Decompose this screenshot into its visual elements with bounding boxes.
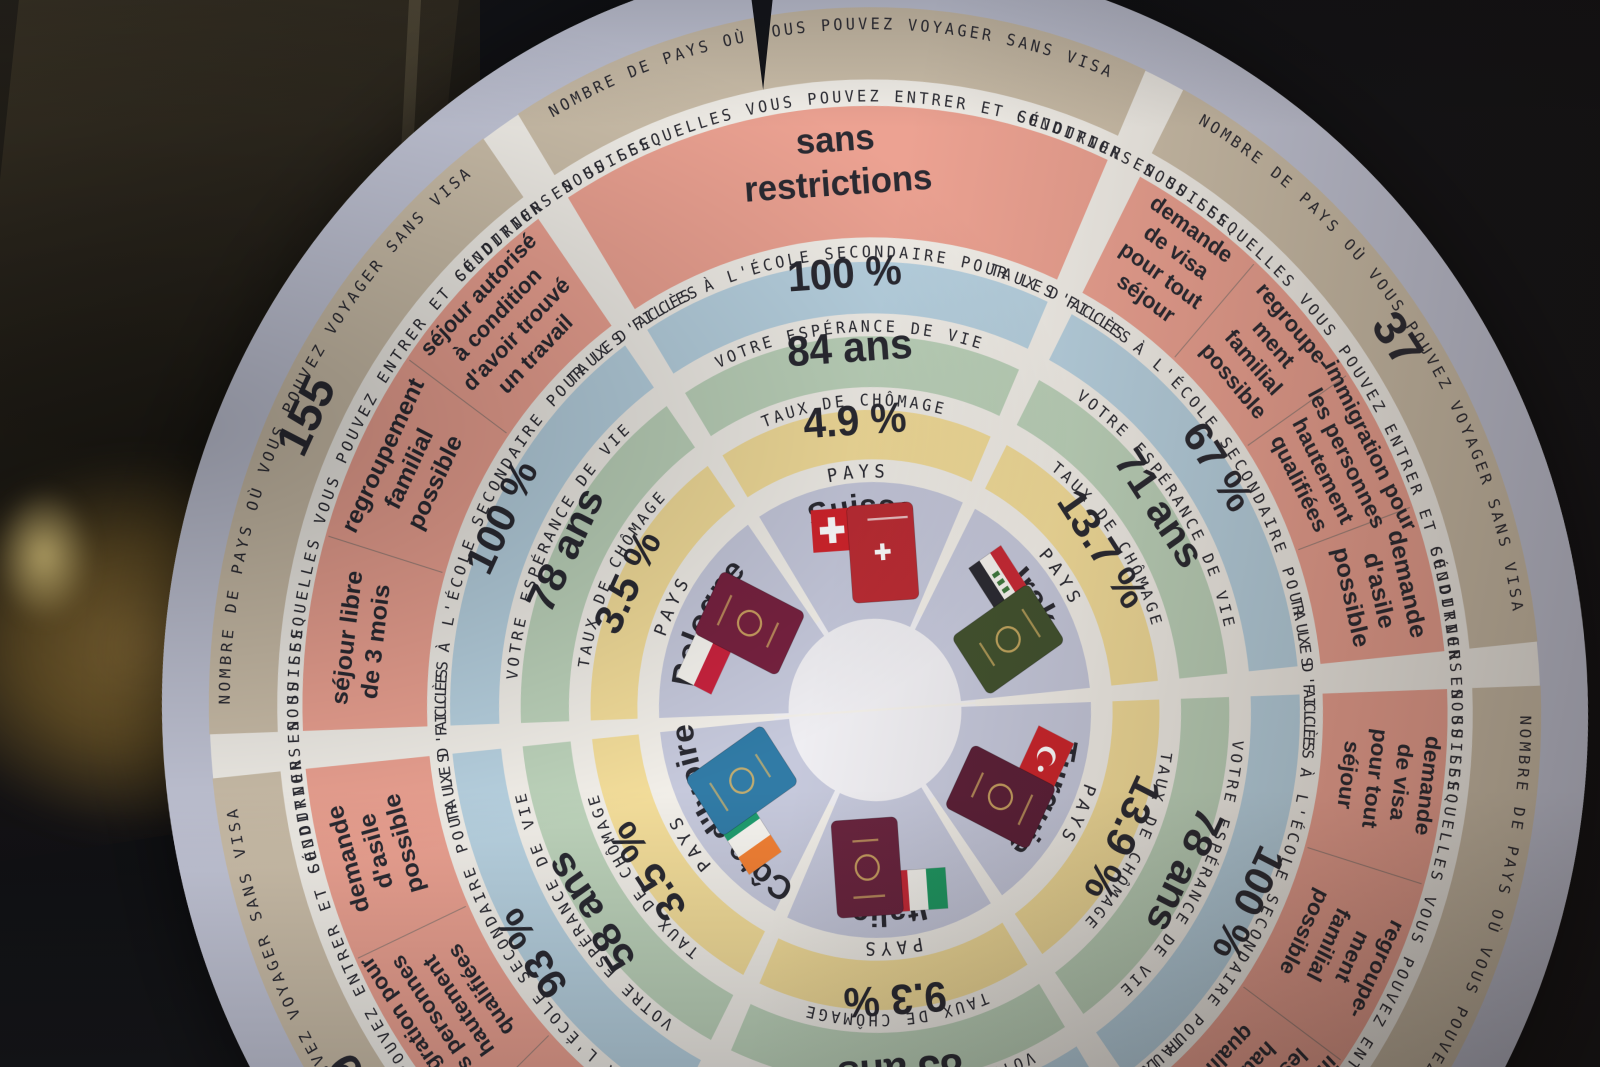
ring-conditions-segment (305, 756, 668, 1067)
condition-divider (409, 359, 507, 434)
value-esperance: 84 ans (785, 319, 914, 376)
condition-line: sans (794, 116, 875, 162)
ring-esperance-segment (731, 983, 1065, 1067)
passport-turquie (946, 745, 1055, 849)
ring-conditions-segment (1082, 176, 1445, 664)
value-chomage: 4.9 % (802, 392, 908, 447)
ring-conditions-segment (302, 218, 612, 731)
ring-esperance-segment (1016, 379, 1228, 679)
ring-chomage-segment (759, 922, 1028, 1011)
ring-chomage-segment (722, 409, 991, 498)
ring-ecole-segment (450, 345, 654, 726)
ring-esperance-segment (520, 406, 695, 723)
exhibit-light-glow (0, 460, 125, 650)
ring-ecole-segment (1096, 694, 1300, 1067)
ring-nombre-segment (1226, 685, 1542, 1067)
condition-divider (1307, 847, 1422, 885)
ring-ecole-segment (647, 261, 1048, 374)
ring-chomage-segment (1014, 699, 1160, 955)
flag-icon-ch (810, 507, 854, 553)
passport-italie (830, 816, 904, 919)
condition-divider (1298, 506, 1411, 551)
hub-seam (774, 701, 976, 719)
ring-conditions-segment (1138, 689, 1448, 1067)
passport-suisse (846, 501, 920, 604)
passport-pologne (695, 571, 804, 675)
passport-irak (953, 585, 1064, 694)
ring-nombre-segment (517, 7, 1146, 176)
infographic-wheel: PAYS TAUX DE CHÔMAGE VOTRE ESPÉRANCE DE VI… (104, 0, 1600, 1067)
ring-chomage-segment (592, 734, 765, 975)
ring-ecole-segment (452, 748, 701, 1067)
ring-esperance-segment (685, 336, 1019, 437)
ring-nombre-segment (212, 771, 599, 1067)
condition-divider (357, 905, 467, 959)
ring-chomage-segment (985, 445, 1158, 686)
ring-conditions-segment (568, 106, 1108, 310)
condition-divider (462, 1035, 549, 1067)
ring-chomage-segment (590, 465, 736, 721)
ring-esperance-segment (1055, 697, 1230, 1014)
condition-divider (328, 535, 443, 573)
condition-divider (1174, 263, 1255, 358)
ring-nombre-segment (208, 138, 524, 735)
value-chomage: 9.3 % (842, 972, 948, 1027)
ring-esperance-segment (522, 741, 734, 1041)
condition-divider (1243, 986, 1341, 1061)
value-ecole: 100 % (786, 245, 903, 301)
ring-ecole-segment (1049, 314, 1298, 672)
condition-divider (1247, 375, 1347, 446)
outer-rim-ring (162, 0, 1588, 1067)
ring-nombre-segment (1151, 89, 1538, 649)
passport-cote-d-ivoire (686, 726, 797, 835)
